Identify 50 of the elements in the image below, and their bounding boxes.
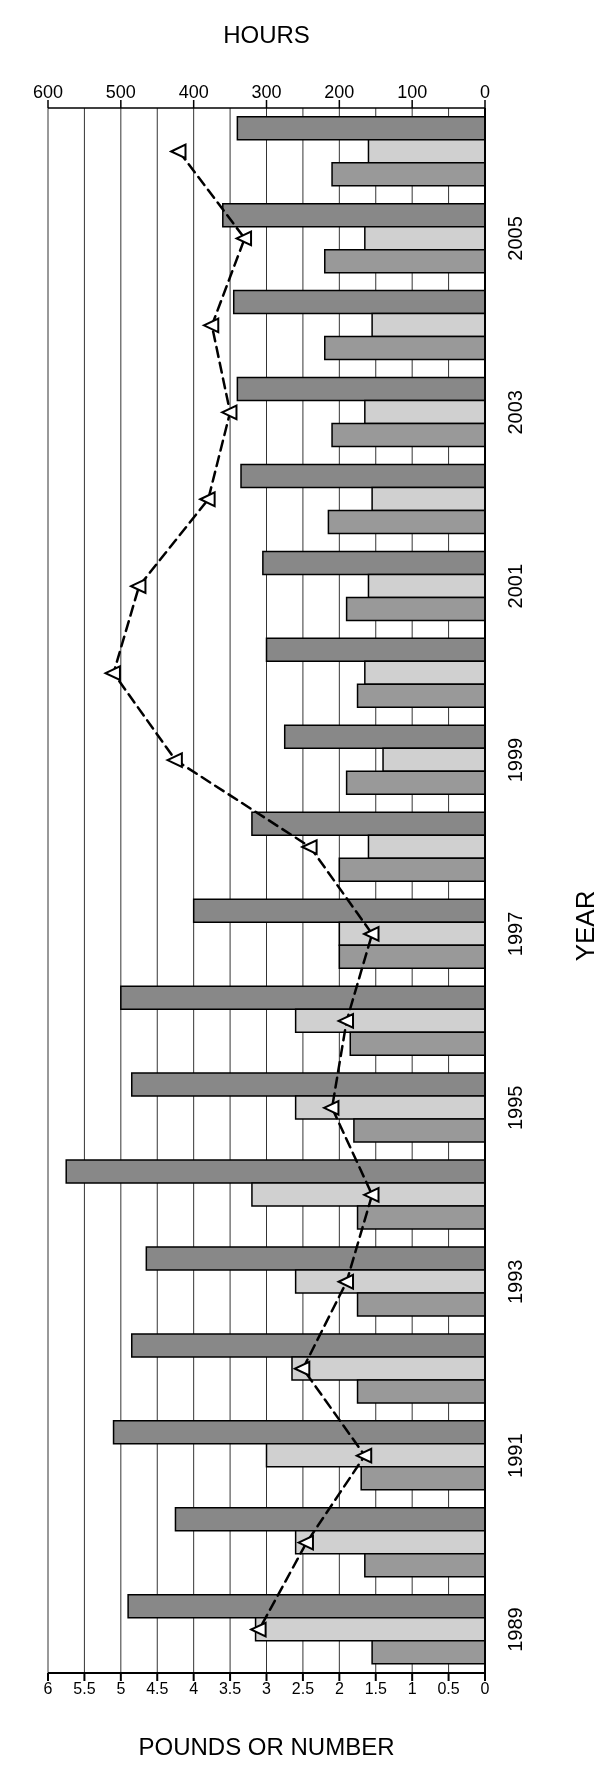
point [363, 926, 380, 942]
point [250, 1621, 267, 1638]
y-tick-label: 1993 [504, 1259, 526, 1304]
x2-tick-label: 400 [178, 82, 209, 102]
x2-tick-label: 200 [324, 82, 355, 102]
x2-tick-label: 600 [32, 82, 64, 102]
x-tick-label: 6 [43, 1680, 53, 1698]
point [221, 404, 238, 421]
y-tick-label: 2005 [504, 216, 526, 261]
x-tick-label: 1.5 [364, 1680, 387, 1698]
point [293, 1360, 311, 1377]
x2-axis-title: HOURS [223, 21, 310, 49]
x-tick-label: 0 [480, 1680, 490, 1698]
x-tick-label: 2 [334, 1680, 344, 1698]
point [235, 230, 253, 247]
x2-tick-label: 100 [397, 82, 428, 102]
point [104, 665, 121, 681]
y-tick-label: 1999 [504, 737, 526, 783]
x2-tick-label: 0 [479, 82, 491, 102]
x-tick-label: 5 [116, 1680, 126, 1698]
x-tick-label: 3.5 [218, 1680, 242, 1698]
point [170, 143, 187, 160]
point [130, 578, 147, 594]
x-tick-label: 3 [262, 1680, 272, 1698]
point [337, 1273, 355, 1290]
x-tick-label: 4.5 [146, 1680, 169, 1698]
x2-tick-label: 300 [251, 82, 282, 102]
x-axis-title: POUNDS OR NUMBER [138, 1733, 395, 1760]
x2-tick-label: 500 [105, 82, 136, 102]
point [337, 1013, 355, 1029]
x-tick-label: 4 [189, 1680, 199, 1698]
point [166, 752, 183, 768]
point [301, 839, 318, 855]
y-axis-title: YEAR [570, 890, 601, 962]
point [297, 1534, 314, 1551]
x-tick-label: 1 [407, 1680, 417, 1698]
y-tick-label: 1989 [504, 1607, 526, 1652]
y-tick-label: 2003 [504, 390, 526, 435]
x-tick-label: 2.5 [291, 1680, 315, 1698]
point [199, 491, 216, 508]
y-tick-label: 1997 [504, 911, 526, 957]
point [355, 1447, 373, 1464]
y-tick-label: 1991 [504, 1433, 526, 1478]
x-tick-label: 5.5 [73, 1680, 96, 1698]
point [202, 317, 220, 334]
y-tick-label: 2001 [504, 563, 526, 609]
x-tick-label: 0.5 [437, 1680, 460, 1698]
point [323, 1100, 340, 1116]
y-tick-label: 1995 [504, 1085, 526, 1131]
point [363, 1187, 380, 1203]
